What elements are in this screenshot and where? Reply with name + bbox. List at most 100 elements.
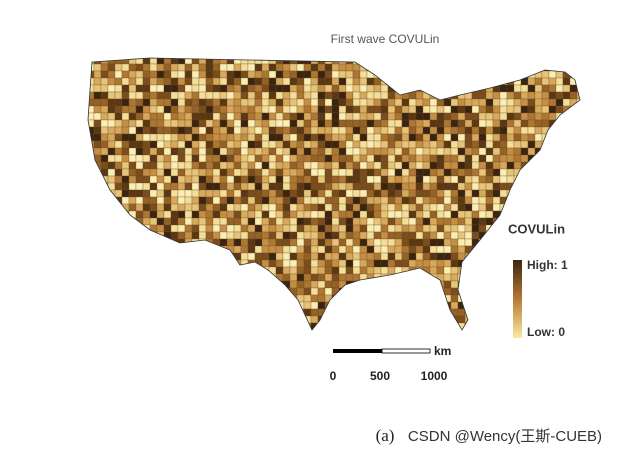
county-cell [88,161,95,170]
county-cell [142,77,151,86]
county-cell [520,301,529,310]
county-cell [121,91,130,100]
county-cell [464,301,473,310]
county-cell [324,217,333,226]
county-cell [513,58,522,65]
county-cell [584,295,591,302]
county-cell [282,133,291,142]
county-cell [430,337,437,344]
county-cell [408,245,417,254]
county-cell [485,70,494,79]
county-cell [191,329,200,330]
county-cell [275,119,284,128]
county-cell [584,197,591,204]
county-cell [534,98,543,107]
county-cell [100,217,109,226]
county-cell [184,126,193,135]
county-cell [156,147,165,156]
county-cell [268,154,277,163]
county-cell [205,301,214,310]
county-cell [359,189,368,198]
county-cell [135,294,144,303]
county-cell [80,64,87,71]
county-cell [142,182,151,191]
county-cell [338,154,347,163]
county-cell [135,70,144,79]
county-cell [373,203,382,212]
county-cell [310,112,319,121]
county-cell [128,252,137,261]
county-cell [156,301,165,310]
county-cell [198,301,207,310]
county-cell [205,168,214,177]
county-cell [366,217,375,226]
county-cell [541,210,550,219]
county-cell [387,301,396,310]
county-cell [205,217,214,226]
county-cell [80,148,87,155]
county-cell [436,273,445,282]
county-cell [171,50,178,57]
county-cell [88,259,95,268]
county-cell [338,112,347,121]
county-cell [107,238,116,247]
county-cell [128,294,137,303]
county-cell [373,294,382,303]
county-cell [534,287,543,296]
county-cell [359,294,368,303]
county-cell [296,161,305,170]
county-cell [345,63,354,72]
county-cell [254,210,263,219]
county-cell [93,203,102,212]
county-cell [338,252,347,261]
county-cell [457,105,466,114]
county-cell [485,91,494,100]
county-cell [80,253,87,260]
county-cell [506,252,515,261]
county-cell [198,63,207,72]
county-cell [80,302,87,309]
county-cell [486,50,493,57]
county-cell [163,91,172,100]
county-cell [184,224,193,233]
county-cell [135,329,144,330]
county-cell [275,245,284,254]
county-cell [548,168,557,177]
county-cell [240,98,249,107]
county-cell [191,252,200,261]
county-cell [443,175,452,184]
county-cell [114,329,123,330]
county-cell [296,273,305,282]
county-cell [240,252,249,261]
county-cell [233,245,242,254]
county-cell [254,329,263,330]
county-cell [135,91,144,100]
county-cell [93,175,102,184]
county-cell [436,182,445,191]
county-cell [331,210,340,219]
county-cell [464,126,473,135]
county-cell [345,203,354,212]
county-cell [492,287,501,296]
county-cell [135,245,144,254]
county-cell [359,231,368,240]
county-cell [548,308,557,317]
county-cell [576,203,580,212]
county-cell [506,126,515,135]
county-cell [527,245,536,254]
county-cell [191,77,200,86]
county-cell [212,287,221,296]
county-cell [506,98,515,107]
county-cell [317,168,326,177]
county-cell [492,252,501,261]
county-cell [296,280,305,289]
county-cell [331,112,340,121]
county-cell [520,98,529,107]
county-cell [408,77,417,86]
county-cell [443,161,452,170]
county-cell [114,70,123,79]
county-cell [303,259,312,268]
county-cell [457,70,466,79]
county-cell [569,203,578,212]
county-cell [177,273,186,282]
